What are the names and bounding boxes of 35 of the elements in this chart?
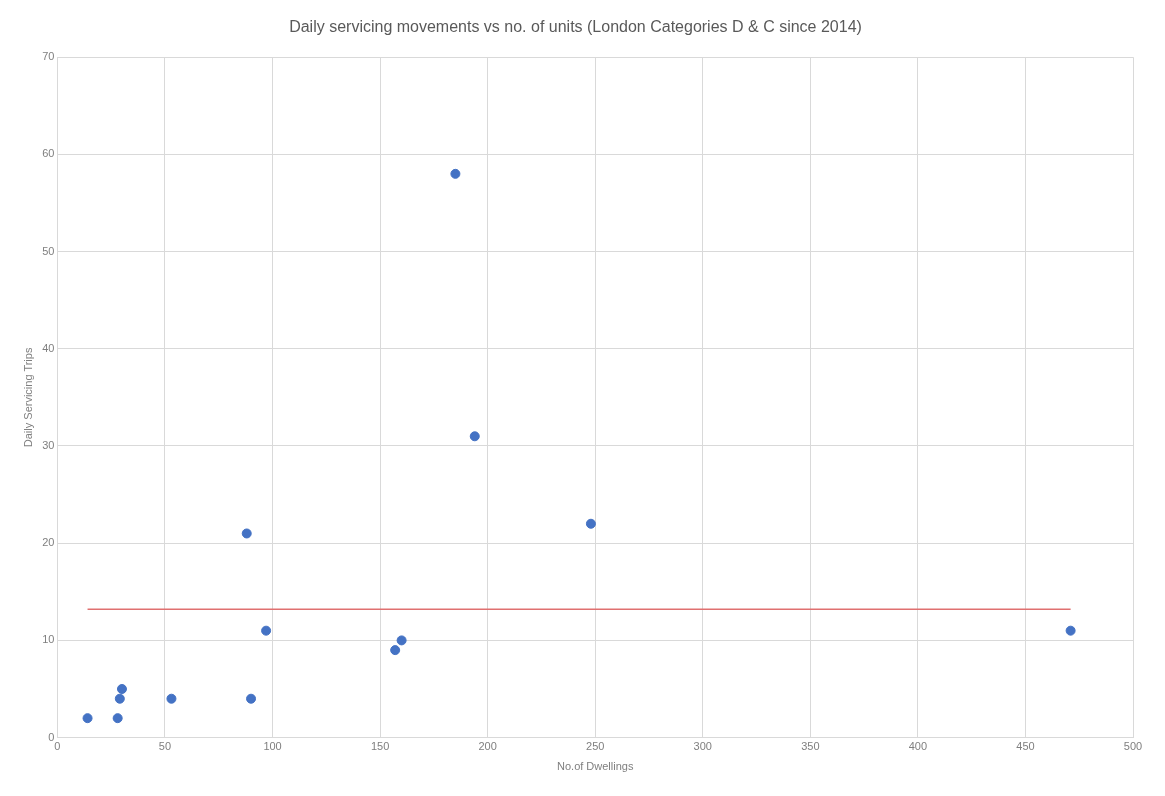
point xyxy=(450,168,461,179)
y-tick-label: 50 xyxy=(42,244,55,257)
x-tick-label: 500 xyxy=(1123,740,1143,753)
x-tick-label: 250 xyxy=(586,740,605,753)
y-tick-label: 30 xyxy=(42,439,55,452)
x-tick-label: 400 xyxy=(908,740,928,753)
chart-title: Daily servicing movements vs no. of units (London Categories D & C since 2014) xyxy=(289,18,862,36)
x-tick-label: 450 xyxy=(1016,740,1035,753)
y-tick-label: 60 xyxy=(42,147,55,160)
point xyxy=(261,625,272,636)
point xyxy=(585,518,596,529)
point xyxy=(1065,625,1076,636)
y-tick-label: 40 xyxy=(42,341,55,354)
x-tick-label: 200 xyxy=(478,740,497,753)
point xyxy=(241,528,252,539)
point xyxy=(82,713,93,724)
point xyxy=(246,693,257,704)
x-tick-label: 300 xyxy=(693,740,712,753)
point xyxy=(112,713,123,724)
y-axis-title: Daily Servicing Trips xyxy=(21,347,34,448)
point xyxy=(396,635,407,646)
x-tick-label: 150 xyxy=(370,740,390,753)
point xyxy=(114,693,125,704)
point xyxy=(390,645,401,656)
x-tick-label: 100 xyxy=(263,740,282,753)
point xyxy=(116,684,127,694)
y-tick-label: 0 xyxy=(48,730,55,743)
x-tick-label: 350 xyxy=(801,740,820,753)
y-tick-label: 10 xyxy=(42,633,55,646)
y-tick-label: 70 xyxy=(42,50,55,63)
point xyxy=(166,693,177,704)
point xyxy=(469,431,480,442)
x-tick-label: 50 xyxy=(158,740,172,753)
x-axis-title: No.of Dwellings xyxy=(557,760,634,773)
y-tick-label: 20 xyxy=(42,536,55,549)
